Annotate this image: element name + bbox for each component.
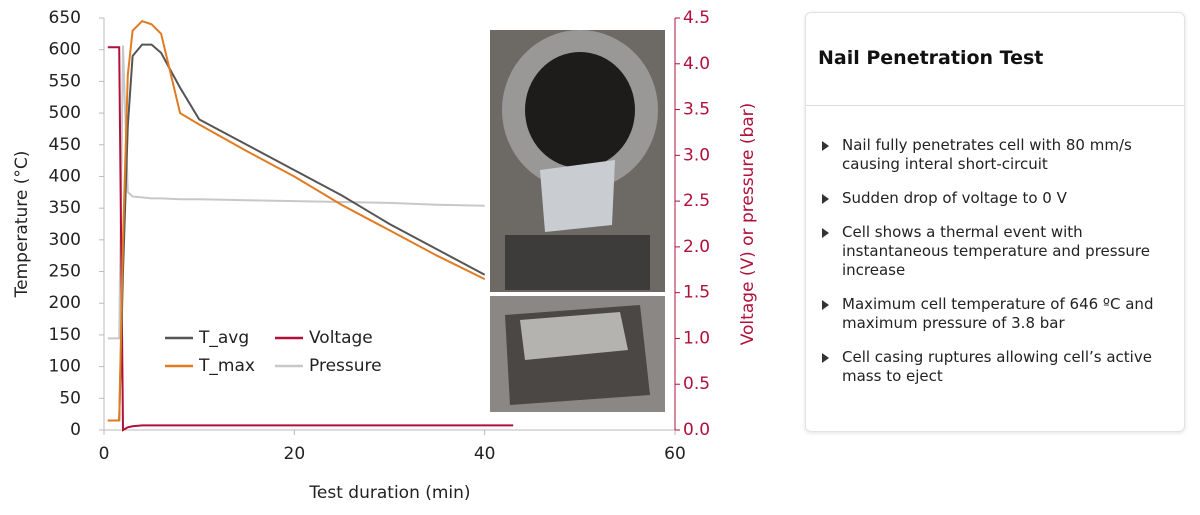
legend-label: Voltage	[309, 328, 373, 348]
chart: 0 20 40 60050100150200250300350400450500550…	[12, 8, 758, 503]
bullet: Sudden drop of voltage to 0 V	[820, 189, 1164, 208]
legend: T_avg T_max Voltage Pressure	[165, 328, 382, 376]
photo-opening	[525, 52, 635, 168]
y-tick-label: 250	[49, 262, 81, 282]
y2-tick-label: 3.0	[683, 145, 710, 165]
x-tick-label: 60	[664, 444, 686, 464]
bullet: Maximum cell temperature of 646 ºC and m…	[820, 295, 1164, 333]
y2-tick-label: 2.0	[683, 237, 710, 257]
photo-rig	[505, 235, 650, 290]
y-tick-label: 200	[49, 293, 81, 313]
series-line	[107, 20, 486, 422]
x-tick-label: 40	[474, 444, 496, 464]
series-line	[107, 46, 514, 432]
photo-casing	[520, 312, 628, 360]
bullet: Cell shows a thermal event with instanta…	[820, 223, 1164, 280]
bullet-list: Nail fully penetrates cell with 80 mm/s …	[806, 106, 1184, 386]
y-tick-label: 350	[49, 198, 81, 218]
y-tick-label: 0	[70, 420, 81, 440]
y-tick-label: 500	[49, 103, 81, 123]
y2-tick-label: 2.5	[683, 191, 710, 211]
photo-cell	[540, 160, 615, 232]
panel-title: Nail Penetration Test	[806, 13, 1184, 106]
x-tick-label: 0	[99, 444, 110, 464]
y2-axis-label: Voltage (V) or pressure (bar)	[738, 103, 758, 346]
y2-tick-label: 4.0	[683, 54, 710, 74]
y-tick-label: 400	[49, 166, 81, 186]
y-tick-label: 300	[49, 230, 81, 250]
x-axis-label: Test duration (min)	[308, 483, 470, 503]
legend-label: Pressure	[309, 356, 382, 376]
y2-tick-label: 3.5	[683, 100, 710, 120]
legend-label: T_max	[198, 356, 255, 376]
x-tick-label: 20	[284, 444, 306, 464]
info-panel: Nail Penetration Test Nail fully penetra…	[805, 12, 1185, 432]
bullet: Cell casing ruptures allowing cell’s act…	[820, 348, 1164, 386]
photos	[490, 30, 665, 412]
y2-tick-label: 1.0	[683, 328, 710, 348]
y-tick-label: 100	[49, 357, 81, 377]
y-tick-label: 150	[49, 325, 81, 345]
y2-tick-label: 0.0	[683, 420, 710, 440]
y2-tick-label: 1.5	[683, 283, 710, 303]
y2-tick-label: 4.5	[683, 8, 710, 28]
series-line	[107, 43, 486, 422]
legend-label: T_avg	[198, 328, 249, 348]
series-line	[107, 45, 485, 340]
y-tick-label: 450	[49, 135, 81, 155]
plot-area: 0 20 40 60050100150200250300350400450500550…	[49, 8, 711, 464]
y-tick-label: 600	[49, 40, 81, 60]
y-tick-label: 650	[49, 8, 81, 28]
y-tick-label: 50	[59, 388, 81, 408]
y-axis-label: Temperature (°C)	[12, 151, 32, 299]
bullet: Nail fully penetrates cell with 80 mm/s …	[820, 136, 1164, 174]
y-tick-label: 550	[49, 71, 81, 91]
y2-tick-label: 0.5	[683, 374, 710, 394]
